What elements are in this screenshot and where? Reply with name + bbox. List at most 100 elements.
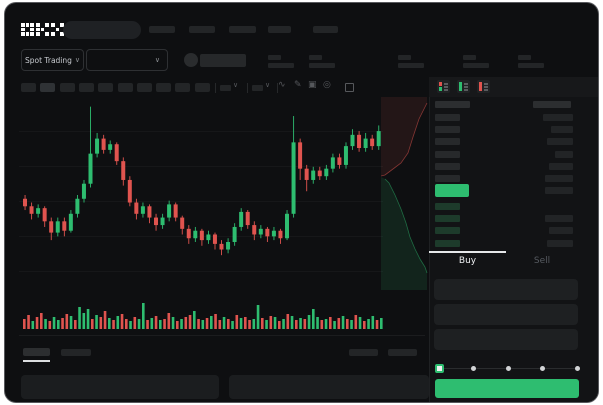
toolbar-divider xyxy=(277,83,278,93)
ask-row-amount[interactable] xyxy=(555,150,573,158)
draw-icon[interactable]: ✎ xyxy=(294,80,302,90)
ask-row-price[interactable] xyxy=(435,175,460,182)
candle-body xyxy=(23,198,27,207)
bid-row-price[interactable] xyxy=(435,227,460,235)
bottom-action-placeholder[interactable] xyxy=(349,349,378,356)
ask-row-amount[interactable] xyxy=(547,138,573,146)
timeframe-button[interactable] xyxy=(194,83,210,92)
timeframe-button[interactable] xyxy=(136,83,152,92)
line xyxy=(484,86,488,88)
market-type-label: Spot Trading xyxy=(24,55,72,65)
search-input[interactable] xyxy=(63,21,141,39)
candle-body xyxy=(317,170,322,177)
nav-item-placeholder[interactable] xyxy=(268,26,291,33)
pair-coin-avatar[interactable] xyxy=(184,53,198,67)
bottom-tab-active[interactable] xyxy=(23,348,50,356)
candle-body xyxy=(363,138,368,148)
logo-pixel xyxy=(36,27,40,32)
candle-body xyxy=(186,228,191,239)
nav-item-placeholder[interactable] xyxy=(149,26,175,33)
timeframe-button[interactable] xyxy=(156,83,172,92)
ask-row-amount[interactable] xyxy=(549,162,573,170)
ask-row-amount[interactable] xyxy=(545,175,573,182)
ask-row-price[interactable] xyxy=(435,114,460,121)
settings-icon[interactable]: ◎ xyxy=(323,80,331,90)
bid-row-amount[interactable] xyxy=(549,227,573,235)
timeframe-button[interactable] xyxy=(175,83,191,92)
candle-body xyxy=(29,206,34,214)
nav-item-placeholder[interactable] xyxy=(189,26,215,33)
style-dropdown[interactable] xyxy=(252,85,263,91)
line-tool-icon[interactable]: ∿ xyxy=(278,80,286,90)
timeframe-button[interactable] xyxy=(78,83,94,92)
order-input-field[interactable] xyxy=(434,304,578,325)
timeframe-button[interactable] xyxy=(21,83,36,92)
orderbook-view-bids-icon[interactable] xyxy=(457,80,470,93)
bid-row-amount[interactable] xyxy=(547,239,573,247)
timeframe-button[interactable] xyxy=(40,83,56,92)
candle-body xyxy=(212,234,217,244)
bid-row-amount[interactable] xyxy=(545,215,573,223)
logo-pixel xyxy=(25,23,30,27)
nav-item-placeholder[interactable] xyxy=(229,26,256,33)
timeframe-button[interactable] xyxy=(98,83,114,92)
volume-bar xyxy=(184,317,188,329)
interval-dropdown[interactable] xyxy=(220,85,231,91)
stat-label-placeholder xyxy=(309,55,322,60)
volume-bar xyxy=(193,311,196,329)
volume-bar xyxy=(265,320,268,329)
order-input-field[interactable] xyxy=(434,329,578,350)
volume-bar xyxy=(371,316,375,329)
candle-body xyxy=(199,230,204,241)
logo-pixel xyxy=(30,27,34,32)
stat-value-placeholder xyxy=(518,63,544,68)
timeframe-button[interactable] xyxy=(117,83,133,92)
slider-stop-dot[interactable] xyxy=(574,365,580,371)
bottom-tab[interactable] xyxy=(61,349,91,356)
order-input-field[interactable] xyxy=(434,279,578,300)
volume-bar xyxy=(248,320,251,329)
orderbook-view-asks-icon[interactable] xyxy=(477,80,490,93)
volume-bar xyxy=(61,318,64,329)
volume-bar xyxy=(40,313,43,329)
line xyxy=(464,86,468,88)
ask-row-amount[interactable] xyxy=(543,114,573,121)
line xyxy=(444,86,448,88)
buy-submit-button[interactable] xyxy=(435,379,579,398)
bid-row-price[interactable] xyxy=(435,239,460,247)
bid-row-price[interactable] xyxy=(435,203,460,210)
nav-item-placeholder[interactable] xyxy=(313,26,338,33)
stat-value-placeholder xyxy=(463,63,489,68)
slider-stop-dot[interactable] xyxy=(471,365,476,371)
logo-pixel xyxy=(30,23,34,27)
ask-row-price[interactable] xyxy=(435,138,460,146)
slider-stop-dot[interactable] xyxy=(505,365,511,371)
volume-bar xyxy=(167,313,171,329)
okx-logo xyxy=(21,23,64,36)
slider-handle[interactable] xyxy=(434,363,444,373)
volume-bar xyxy=(112,320,115,329)
logo-pixel xyxy=(21,27,25,32)
candle-body xyxy=(154,217,158,226)
fullscreen-icon[interactable] xyxy=(345,83,354,92)
volume-bar xyxy=(341,316,345,329)
tab-sell[interactable]: Sell xyxy=(533,256,551,266)
ask-row-amount[interactable] xyxy=(551,126,573,134)
ask-row-price[interactable] xyxy=(435,150,460,158)
orderbook-view-combined-icon[interactable] xyxy=(437,80,450,93)
candle-body xyxy=(304,168,309,180)
volume-bar xyxy=(188,315,192,329)
slider-stop-dot[interactable] xyxy=(540,365,545,371)
ask-row-price[interactable] xyxy=(435,126,460,134)
tab-buy[interactable]: Buy xyxy=(458,256,477,266)
screenshot-icon[interactable]: ▣ xyxy=(308,80,317,90)
timeframe-button[interactable] xyxy=(59,83,75,92)
volume-bar xyxy=(146,320,149,329)
bottom-action-placeholder[interactable] xyxy=(388,349,417,356)
pair-select[interactable]: ∨ xyxy=(86,49,168,71)
depth-chart xyxy=(381,97,428,290)
bid-row-price[interactable] xyxy=(435,215,460,223)
ask-row-price[interactable] xyxy=(435,162,460,170)
market-type-select[interactable]: Spot Trading ∨ xyxy=(21,49,84,71)
toolbar-divider xyxy=(215,83,216,93)
